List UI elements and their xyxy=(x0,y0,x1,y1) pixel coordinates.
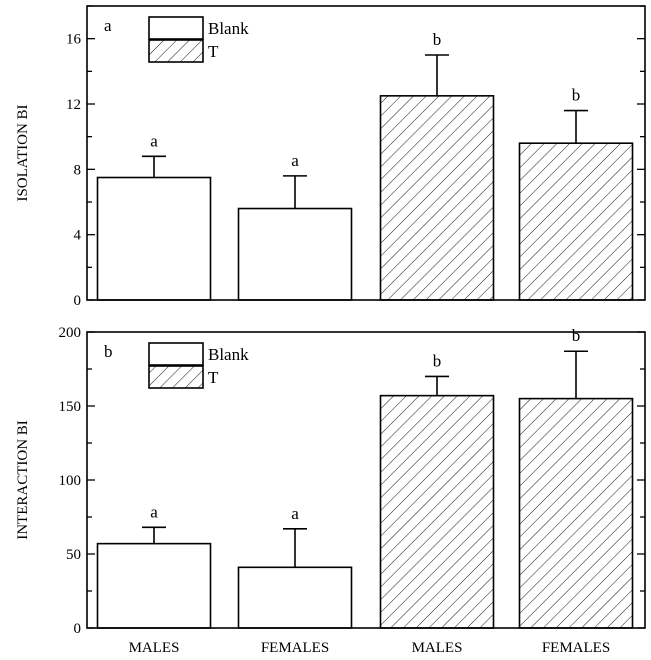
isolation-tick-label-4: 16 xyxy=(66,32,82,48)
category-label-4: FEMALES xyxy=(542,640,610,656)
category-axis-labels: MALES FEMALES MALES FEMALES xyxy=(129,640,611,656)
isolation-panel: a a b b 0 4 8 12 16 ISOLATION BI a Blank T xyxy=(15,5,646,309)
isolation-legend-label-2: T xyxy=(208,42,219,61)
interaction-tick-label-4: 200 xyxy=(59,325,82,341)
interaction-bar-4 xyxy=(518,397,634,629)
interaction-sig-label-2: a xyxy=(291,504,299,523)
category-label-2: FEMALES xyxy=(261,640,329,656)
interaction-panel-letter: b xyxy=(104,342,113,361)
interaction-tick-label-0: 0 xyxy=(74,621,82,637)
isolation-sig-label-1: a xyxy=(150,131,158,150)
isolation-panel-letter: a xyxy=(104,16,112,35)
isolation-legend-swatch-2 xyxy=(148,39,204,63)
interaction-bar-1 xyxy=(96,542,212,629)
interaction-legend-label-2: T xyxy=(208,368,219,387)
interaction-tick-label-3: 150 xyxy=(59,399,82,415)
isolation-bar-1 xyxy=(96,176,212,301)
interaction-y-axis-title: INTERACTION BI xyxy=(15,420,31,540)
isolation-tick-label-3: 12 xyxy=(66,97,81,113)
isolation-legend-swatch-1 xyxy=(148,16,204,40)
category-label-1: MALES xyxy=(129,640,180,656)
interaction-sig-label-3: b xyxy=(433,351,442,370)
interaction-bar-3 xyxy=(379,394,495,629)
interaction-tick-label-1: 50 xyxy=(66,547,81,563)
interaction-panel: a a b b 0 50 100 150 200 INTERACTION BI b Blank T xyxy=(15,325,646,637)
interaction-legend-swatch-1 xyxy=(148,342,204,366)
interaction-sig-label-4: b xyxy=(572,326,581,345)
category-label-3: MALES xyxy=(412,640,463,656)
interaction-legend-swatch-2 xyxy=(148,365,204,389)
isolation-sig-label-3: b xyxy=(433,30,442,49)
isolation-sig-label-2: a xyxy=(291,151,299,170)
interaction-sig-label-1: a xyxy=(150,502,158,521)
isolation-bar-2 xyxy=(237,207,353,301)
interaction-legend-label-1: Blank xyxy=(208,345,249,364)
isolation-bar-4 xyxy=(518,142,634,301)
interaction-bar-2 xyxy=(237,566,353,629)
interaction-tick-label-2: 100 xyxy=(59,473,82,489)
isolation-sig-label-4: b xyxy=(572,86,581,105)
isolation-tick-label-1: 4 xyxy=(74,228,82,244)
isolation-y-axis-title: ISOLATION BI xyxy=(15,104,31,201)
isolation-legend-label-1: Blank xyxy=(208,19,249,38)
isolation-tick-label-0: 0 xyxy=(74,293,82,309)
isolation-bar-3 xyxy=(379,95,495,301)
isolation-tick-label-2: 8 xyxy=(74,162,82,178)
isolation-plot-frame xyxy=(86,5,646,301)
